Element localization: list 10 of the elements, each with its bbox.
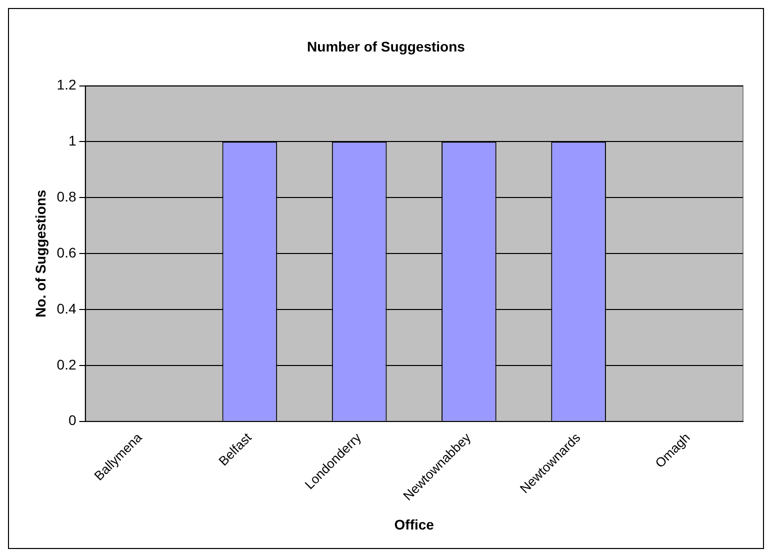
y-tick-label: 0.2 xyxy=(56,356,76,372)
y-tick-label: 0 xyxy=(68,412,76,428)
y-axis-title: No. of Suggestions xyxy=(32,190,48,318)
y-tick-label: 1 xyxy=(68,132,76,149)
y-tick-label: 1.2 xyxy=(56,76,76,93)
y-tick-label: 0.6 xyxy=(56,244,76,260)
y-tick-label: 0.8 xyxy=(56,188,76,204)
chart-title: Number of Suggestions xyxy=(307,38,466,54)
x-axis-title: Office xyxy=(394,516,434,532)
y-tick-label: 0.4 xyxy=(56,300,76,316)
